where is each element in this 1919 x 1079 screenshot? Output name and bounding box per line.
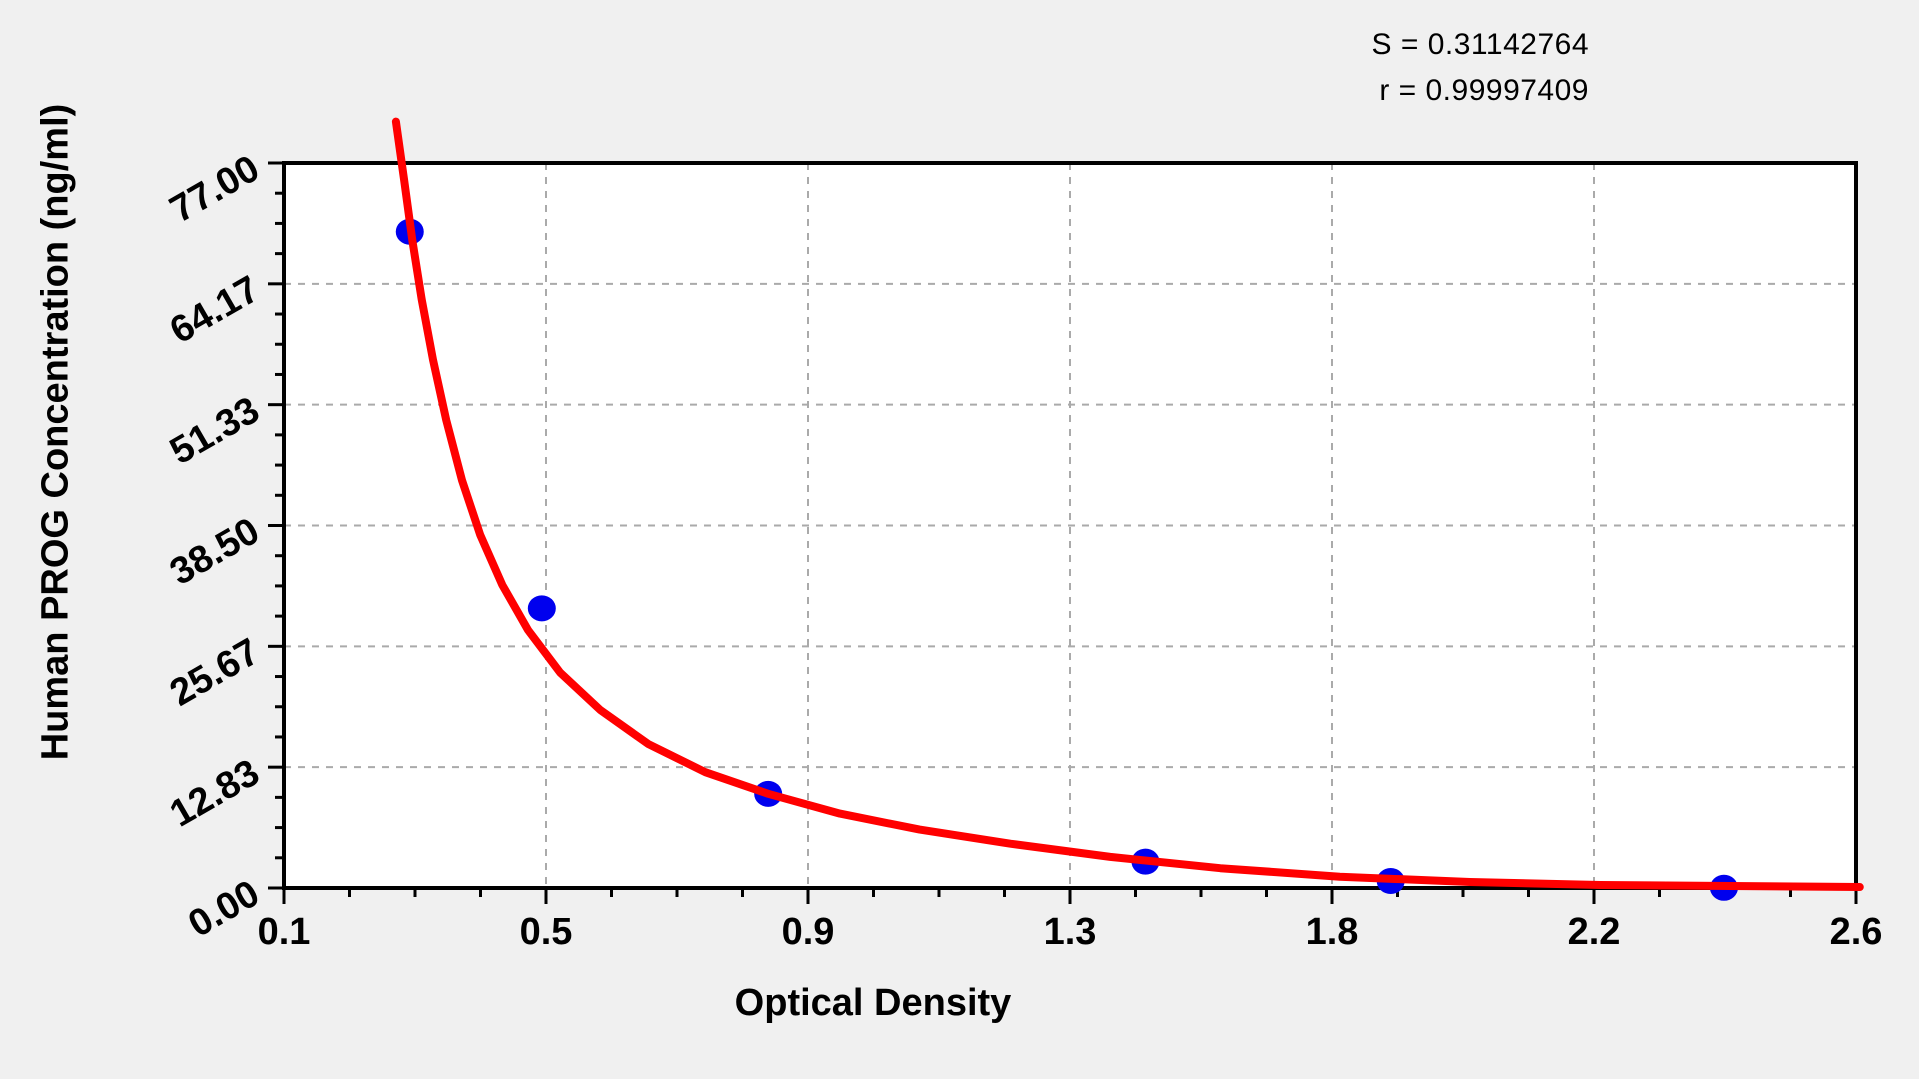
- x-tick-label: 2.6: [1830, 911, 1883, 953]
- x-tick-label: 1.3: [1044, 911, 1097, 953]
- y-tick-label: 0.00: [181, 872, 266, 945]
- y-axis-title: Human PROG Concentration (ng/ml): [34, 103, 77, 761]
- fit-curve: [391, 117, 1864, 891]
- x-axis-title: Optical Density: [734, 982, 1012, 1024]
- x-tick-label: 0.1: [258, 911, 311, 953]
- x-tick-label: 0.9: [782, 911, 835, 953]
- data-point: [527, 595, 556, 622]
- x-tick-label: 0.5: [520, 911, 573, 953]
- y-tick-label: 25.67: [163, 631, 266, 715]
- stat-s-value: S = 0.31142764: [1371, 28, 1589, 61]
- y-tick-label: 64.17: [163, 268, 266, 352]
- stat-r-value: r = 0.99997409: [1379, 74, 1589, 107]
- y-tick-label: 51.33: [163, 389, 266, 473]
- x-tick-label: 1.8: [1306, 911, 1359, 953]
- y-tick-label: 77.00: [163, 147, 266, 231]
- y-tick-label: 12.83: [163, 752, 266, 836]
- x-tick-label: 2.2: [1568, 911, 1621, 953]
- y-tick-label: 38.50: [163, 510, 266, 594]
